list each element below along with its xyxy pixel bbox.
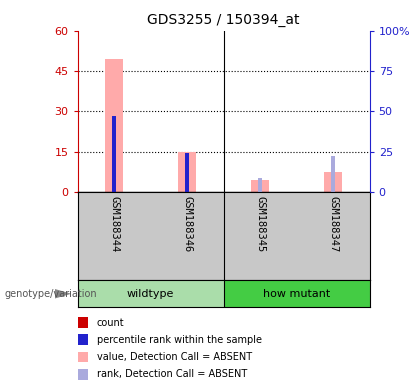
Text: rank, Detection Call = ABSENT: rank, Detection Call = ABSENT	[97, 369, 247, 379]
Text: genotype/variation: genotype/variation	[4, 289, 97, 299]
Text: how mutant: how mutant	[263, 289, 330, 299]
Bar	[112, 116, 116, 192]
Bar	[324, 172, 342, 192]
Bar	[185, 153, 189, 192]
Text: value, Detection Call = ABSENT: value, Detection Call = ABSENT	[97, 352, 252, 362]
Bar	[185, 153, 189, 192]
Text: count: count	[97, 318, 124, 328]
Bar	[251, 180, 269, 192]
Text: GSM188345: GSM188345	[255, 197, 265, 253]
Bar	[258, 178, 262, 192]
Text: GSM188346: GSM188346	[182, 197, 192, 253]
Bar	[224, 280, 370, 307]
Bar	[112, 116, 116, 192]
Bar	[331, 156, 335, 192]
Text: percentile rank within the sample: percentile rank within the sample	[97, 335, 262, 345]
Bar	[78, 280, 224, 307]
Bar	[105, 59, 123, 192]
Text: GSM188344: GSM188344	[109, 197, 119, 253]
Text: wildtype: wildtype	[127, 289, 174, 299]
Bar	[178, 152, 196, 192]
Title: GDS3255 / 150394_at: GDS3255 / 150394_at	[147, 13, 300, 27]
Polygon shape	[55, 289, 71, 299]
Text: GSM188347: GSM188347	[328, 197, 338, 253]
